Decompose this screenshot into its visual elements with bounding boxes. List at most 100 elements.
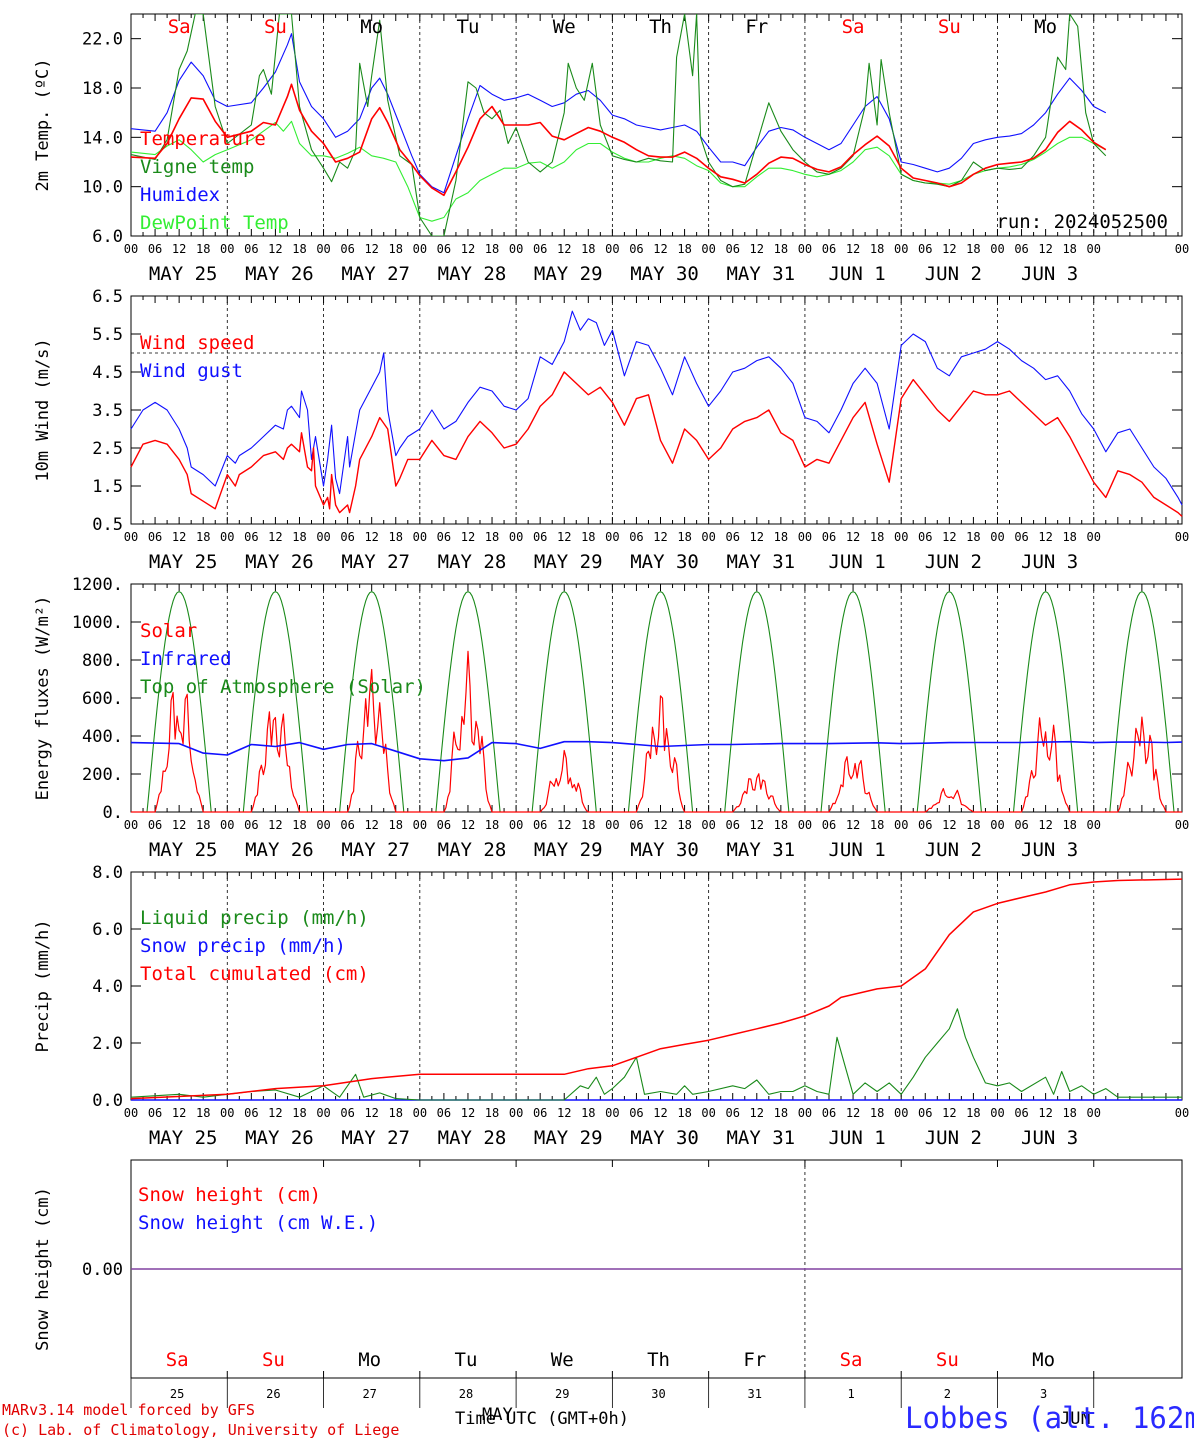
station-label: Lobbes (alt. 162m) <box>905 1401 1194 1435</box>
hour-tick-label: 12 <box>1038 818 1052 832</box>
hour-tick-label: 12 <box>653 1106 667 1120</box>
day-label: MAY 31 <box>726 1127 795 1149</box>
day-label: JUN 2 <box>925 263 982 285</box>
weekday-label: Sa <box>168 16 191 38</box>
series-total-cumulated <box>130 878 1183 1100</box>
day-label: JUN 1 <box>828 263 885 285</box>
hour-tick-label: 18 <box>1062 1106 1076 1120</box>
hour-tick-label: 18 <box>870 530 884 544</box>
hour-tick-label: 12 <box>461 530 475 544</box>
hour-tick-label: 12 <box>846 530 860 544</box>
day-label: MAY 30 <box>630 839 699 861</box>
hour-tick-label: 18 <box>966 1106 980 1120</box>
hour-tick-label: 00 <box>701 1106 715 1120</box>
hour-tick-label: 12 <box>942 818 956 832</box>
hour-tick-label: 00 <box>605 530 619 544</box>
hour-tick-label: 00 <box>1087 242 1101 256</box>
series-humidex <box>131 33 1107 194</box>
series-wind-gust <box>130 310 1183 506</box>
day-label: JUN 2 <box>925 551 982 573</box>
day-label: MAY 26 <box>245 551 314 573</box>
day-label: MAY 31 <box>726 551 795 573</box>
hour-tick-label: 00 <box>990 818 1004 832</box>
hour-tick-label: 12 <box>942 242 956 256</box>
hour-tick-label: 12 <box>461 242 475 256</box>
panel-3: 00 06 12 18 00 06 12 18 00 06 12 18 00 06 12 18 00 06 12 18… <box>33 575 1189 861</box>
hour-tick-label: 00 <box>798 242 812 256</box>
hour-tick-label: 00 <box>509 818 523 832</box>
legend-entry: Solar <box>140 620 197 642</box>
legend-entry: Snow height (cm W.E.) <box>138 1212 378 1234</box>
panel-4: 00 06 12 18 00 06 12 18 00 06 12 18 00 06 12 18 00 06 12 18… <box>33 863 1189 1149</box>
hour-tick-label: 06 <box>533 530 547 544</box>
day-number-label: 25 <box>170 1387 184 1401</box>
y-tick-label: 6.0 <box>92 920 123 940</box>
panel-frame <box>130 13 1183 237</box>
day-label: JUN 3 <box>1021 1127 1078 1149</box>
hour-tick-label: 18 <box>581 1106 595 1120</box>
day-label: MAY 26 <box>245 839 314 861</box>
hour-tick-label: 00 <box>1175 1106 1189 1120</box>
hour-tick-label: 18 <box>292 530 306 544</box>
hour-tick-label: 18 <box>774 530 788 544</box>
hour-tick-label: 12 <box>653 818 667 832</box>
day-label: JUN 1 <box>828 551 885 573</box>
hour-tick-label: 18 <box>389 530 403 544</box>
y-axis-title: Energy fluxes (W/m²) <box>33 596 53 801</box>
hour-tick-label: 18 <box>196 818 210 832</box>
hour-tick-label: 00 <box>1087 818 1101 832</box>
y-tick-label: 4.5 <box>92 363 123 383</box>
hour-tick-label: 12 <box>846 818 860 832</box>
hour-tick-label: 12 <box>268 530 282 544</box>
hour-tick-label: 12 <box>461 1106 475 1120</box>
hour-tick-label: 06 <box>725 530 739 544</box>
weekday-label: Su <box>938 16 961 38</box>
hour-tick-label: 18 <box>581 530 595 544</box>
hour-tick-label: 12 <box>268 818 282 832</box>
hour-tick-label: 00 <box>124 530 138 544</box>
hour-tick-label: 18 <box>677 530 691 544</box>
hour-tick-label: 12 <box>653 530 667 544</box>
y-axis-title: 2m Temp. (ºC) <box>33 58 53 191</box>
panel-frame <box>130 295 1183 525</box>
day-number-label: 27 <box>362 1387 376 1401</box>
hour-tick-label: 12 <box>364 242 378 256</box>
hour-tick-label: 18 <box>677 1106 691 1120</box>
hour-tick-label: 00 <box>894 242 908 256</box>
day-label: JUN 1 <box>828 1127 885 1149</box>
hour-tick-label: 06 <box>918 1106 932 1120</box>
hour-tick-label: 06 <box>148 818 162 832</box>
day-label: MAY 29 <box>534 263 603 285</box>
run-label: run: 2024052500 <box>996 211 1168 233</box>
day-label: MAY 30 <box>630 1127 699 1149</box>
hour-tick-label: 06 <box>822 530 836 544</box>
hour-tick-label: 06 <box>340 1106 354 1120</box>
panel-2: 00 06 12 18 00 06 12 18 00 06 12 18 00 06 12 18 00 06 12 18… <box>33 287 1189 573</box>
y-tick-label: 800. <box>82 651 123 671</box>
day-label: MAY 29 <box>534 1127 603 1149</box>
hour-tick-label: 18 <box>581 818 595 832</box>
y-tick-label: 3.5 <box>92 401 123 421</box>
day-label: MAY 31 <box>726 839 795 861</box>
hour-tick-label: 06 <box>1014 1106 1028 1120</box>
y-tick-label: 22.0 <box>82 30 123 50</box>
y-axis-title: Snow height (cm) <box>33 1187 53 1351</box>
hour-tick-label: 00 <box>605 818 619 832</box>
day-label: JUN 3 <box>1021 551 1078 573</box>
day-label: MAY 27 <box>341 1127 410 1149</box>
series-solar <box>131 650 1182 813</box>
y-tick-label: 2.0 <box>92 1034 123 1054</box>
weekday-label: Tu <box>455 1349 478 1371</box>
hour-tick-label: 12 <box>942 530 956 544</box>
hour-tick-label: 06 <box>244 530 258 544</box>
hour-tick-label: 00 <box>990 1106 1004 1120</box>
legend-entry: Snow precip (mm/h) <box>140 935 346 957</box>
legend-entry: Liquid precip (mm/h) <box>140 907 369 929</box>
weekday-label: Mo <box>1032 1349 1055 1371</box>
hour-tick-label: 06 <box>822 1106 836 1120</box>
day-label: MAY 28 <box>438 263 507 285</box>
hour-tick-label: 12 <box>1038 530 1052 544</box>
hour-tick-label: 18 <box>485 242 499 256</box>
day-label: MAY 28 <box>438 551 507 573</box>
hour-tick-label: 06 <box>340 242 354 256</box>
